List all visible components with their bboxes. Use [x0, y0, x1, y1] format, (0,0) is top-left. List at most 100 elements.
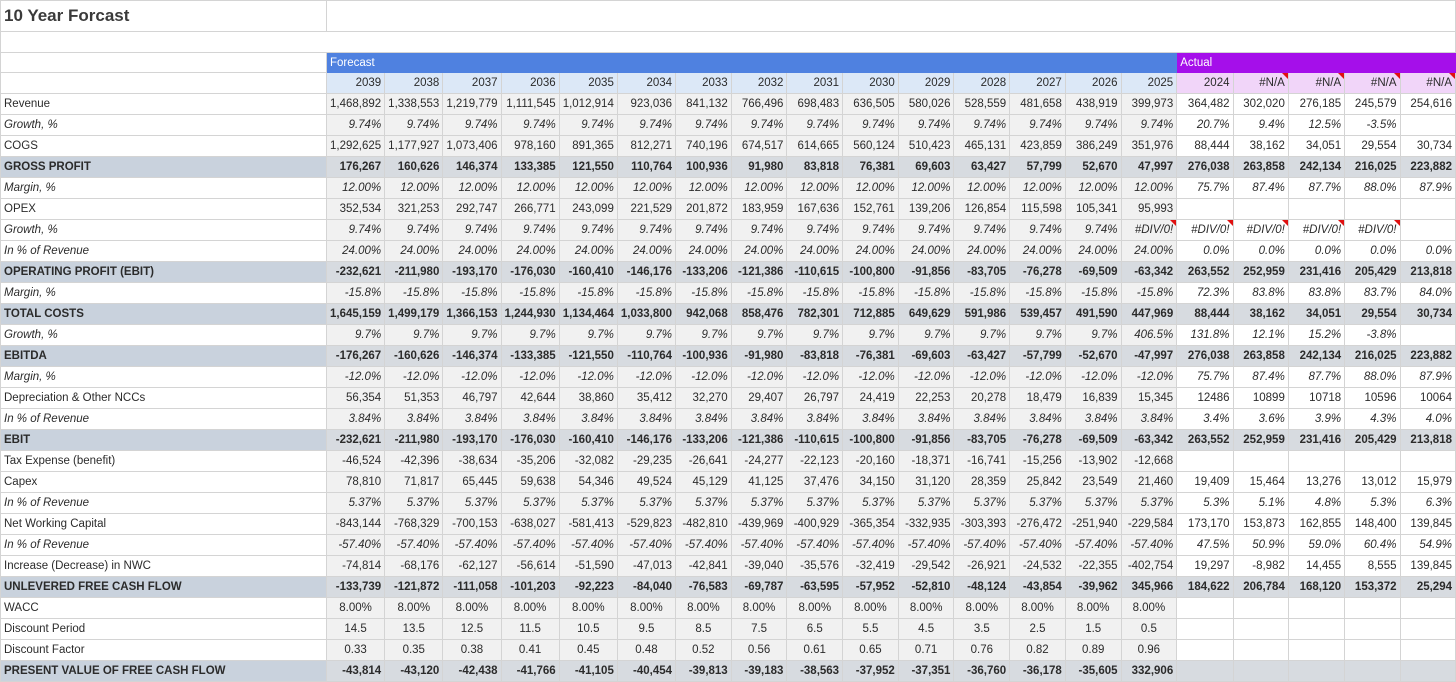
table-cell[interactable]: -12.0% [675, 366, 732, 388]
table-cell[interactable]: 9.74% [730, 114, 788, 136]
table-cell[interactable]: 8.00% [897, 597, 955, 619]
table-cell[interactable]: 9.74% [897, 219, 955, 241]
table-cell[interactable] [1399, 450, 1456, 472]
table-cell[interactable]: -32,082 [558, 450, 618, 472]
table-cell[interactable]: 139,206 [897, 198, 955, 220]
table-cell[interactable]: 18,479 [1009, 387, 1066, 409]
table-cell[interactable]: -35,576 [786, 555, 844, 577]
table-cell[interactable]: -29,542 [897, 555, 955, 577]
table-cell[interactable]: 9.74% [1064, 114, 1122, 136]
table-cell[interactable]: 8.00% [675, 597, 732, 619]
row-label[interactable]: In % of Revenue [0, 408, 327, 430]
table-cell[interactable]: -32,419 [842, 555, 899, 577]
table-cell[interactable]: 15.2% [1287, 324, 1346, 346]
table-cell[interactable]: 231,416 [1287, 261, 1346, 283]
table-cell[interactable]: 9.74% [1064, 219, 1122, 241]
table-cell[interactable]: 9.7% [558, 324, 618, 346]
forecast-year-header[interactable]: 2028 [953, 72, 1011, 94]
table-cell[interactable]: -232,621 [325, 429, 386, 451]
table-cell[interactable]: 9.7% [500, 324, 560, 346]
table-cell[interactable]: 491,590 [1064, 303, 1122, 325]
table-cell[interactable]: 221,529 [616, 198, 677, 220]
table-cell[interactable]: -229,584 [1120, 513, 1178, 535]
table-cell[interactable] [1287, 198, 1346, 220]
table-cell[interactable]: 162,855 [1287, 513, 1346, 535]
table-cell[interactable]: -121,872 [384, 576, 444, 598]
table-cell[interactable]: 231,416 [1287, 429, 1346, 451]
table-cell[interactable]: -57.40% [897, 534, 955, 556]
actual-year-header[interactable]: #N/A [1399, 72, 1456, 94]
year-row-label-blank[interactable] [0, 72, 327, 94]
table-cell[interactable] [1176, 639, 1234, 661]
table-cell[interactable]: 83.8% [1287, 282, 1346, 304]
table-cell[interactable]: 9.7% [675, 324, 732, 346]
table-cell[interactable]: -15.8% [786, 282, 844, 304]
table-cell[interactable]: 0.82 [1009, 639, 1066, 661]
table-cell[interactable]: -57.40% [384, 534, 444, 556]
table-cell[interactable]: 5.37% [842, 492, 899, 514]
table-cell[interactable]: 5.37% [325, 492, 386, 514]
table-cell[interactable]: -15.8% [953, 282, 1011, 304]
table-cell[interactable]: -232,621 [325, 261, 386, 283]
table-cell[interactable] [1232, 597, 1289, 619]
table-cell[interactable]: 9.74% [730, 219, 788, 241]
row-label[interactable]: In % of Revenue [0, 534, 327, 556]
table-cell[interactable]: 10064 [1399, 387, 1456, 409]
table-cell[interactable]: 71,817 [384, 471, 444, 493]
table-cell[interactable]: -83,705 [953, 429, 1011, 451]
table-cell[interactable]: 3.84% [442, 408, 502, 430]
table-cell[interactable]: 351,976 [1120, 135, 1178, 157]
table-cell[interactable]: 5.37% [1064, 492, 1122, 514]
table-cell[interactable]: 148,400 [1344, 513, 1401, 535]
table-cell[interactable]: -111,058 [442, 576, 502, 598]
table-cell[interactable]: 1,292,625 [325, 135, 386, 157]
table-cell[interactable]: 1,468,892 [325, 93, 386, 115]
table-cell[interactable]: -37,351 [897, 660, 955, 682]
table-cell[interactable]: 24.00% [1009, 240, 1066, 262]
forecast-header[interactable]: Forecast [325, 52, 1178, 73]
table-cell[interactable]: 978,160 [500, 135, 560, 157]
table-cell[interactable]: 183,959 [730, 198, 788, 220]
table-cell[interactable]: 399,973 [1120, 93, 1178, 115]
table-cell[interactable]: 923,036 [616, 93, 677, 115]
table-cell[interactable]: -768,329 [384, 513, 444, 535]
table-cell[interactable]: 1.5 [1064, 618, 1122, 640]
table-cell[interactable]: -48,124 [953, 576, 1011, 598]
table-cell[interactable]: 9.74% [786, 114, 844, 136]
table-cell[interactable]: 345,966 [1120, 576, 1178, 598]
table-cell[interactable]: 8,555 [1344, 555, 1401, 577]
table-cell[interactable]: 12.00% [730, 177, 788, 199]
table-cell[interactable]: 242,134 [1287, 345, 1346, 367]
table-cell[interactable]: 3.84% [558, 408, 618, 430]
table-cell[interactable]: -12.0% [1064, 366, 1122, 388]
table-cell[interactable]: 23,549 [1064, 471, 1122, 493]
table-cell[interactable]: -69,509 [1064, 429, 1122, 451]
table-cell[interactable]: 100,936 [675, 156, 732, 178]
table-cell[interactable]: -57.40% [953, 534, 1011, 556]
table-cell[interactable]: 12.00% [786, 177, 844, 199]
table-cell[interactable]: 105,341 [1064, 198, 1122, 220]
table-cell[interactable]: 636,505 [842, 93, 899, 115]
table-cell[interactable]: 3.84% [675, 408, 732, 430]
table-cell[interactable]: -24,532 [1009, 555, 1066, 577]
table-cell[interactable]: 1,111,545 [500, 93, 560, 115]
table-cell[interactable]: 352,534 [325, 198, 386, 220]
table-cell[interactable] [1287, 450, 1346, 472]
table-cell[interactable]: 131.8% [1176, 324, 1234, 346]
table-cell[interactable]: #DIV/0! [1287, 219, 1346, 241]
table-cell[interactable]: -12.0% [442, 366, 502, 388]
table-cell[interactable]: -56,614 [500, 555, 560, 577]
row-label[interactable]: TOTAL COSTS [0, 303, 327, 325]
table-cell[interactable]: -110,764 [616, 345, 677, 367]
table-cell[interactable]: -57.40% [500, 534, 560, 556]
table-cell[interactable]: -57.40% [730, 534, 788, 556]
table-cell[interactable]: 5.37% [786, 492, 844, 514]
table-cell[interactable]: 254,616 [1399, 93, 1456, 115]
table-cell[interactable]: 0.41 [500, 639, 560, 661]
header-label-blank[interactable] [0, 52, 327, 73]
table-cell[interactable]: 10899 [1232, 387, 1289, 409]
table-cell[interactable]: 46,797 [442, 387, 502, 409]
table-cell[interactable]: -176,267 [325, 345, 386, 367]
table-cell[interactable]: 9.74% [842, 219, 899, 241]
table-cell[interactable]: 3.84% [953, 408, 1011, 430]
